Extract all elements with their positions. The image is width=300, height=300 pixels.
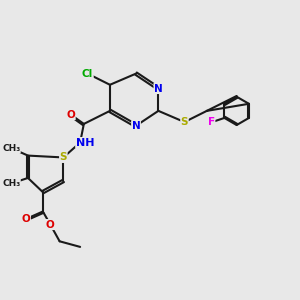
- Text: O: O: [46, 220, 55, 230]
- Text: NH: NH: [76, 137, 94, 148]
- Text: O: O: [22, 214, 31, 224]
- Text: N: N: [154, 83, 163, 94]
- Text: O: O: [66, 110, 75, 120]
- Text: S: S: [181, 117, 188, 127]
- Text: S: S: [60, 152, 67, 163]
- Text: CH₃: CH₃: [2, 179, 20, 188]
- Text: F: F: [208, 117, 215, 127]
- Text: N: N: [132, 121, 140, 131]
- Text: CH₃: CH₃: [2, 144, 20, 153]
- Text: Cl: Cl: [82, 69, 93, 79]
